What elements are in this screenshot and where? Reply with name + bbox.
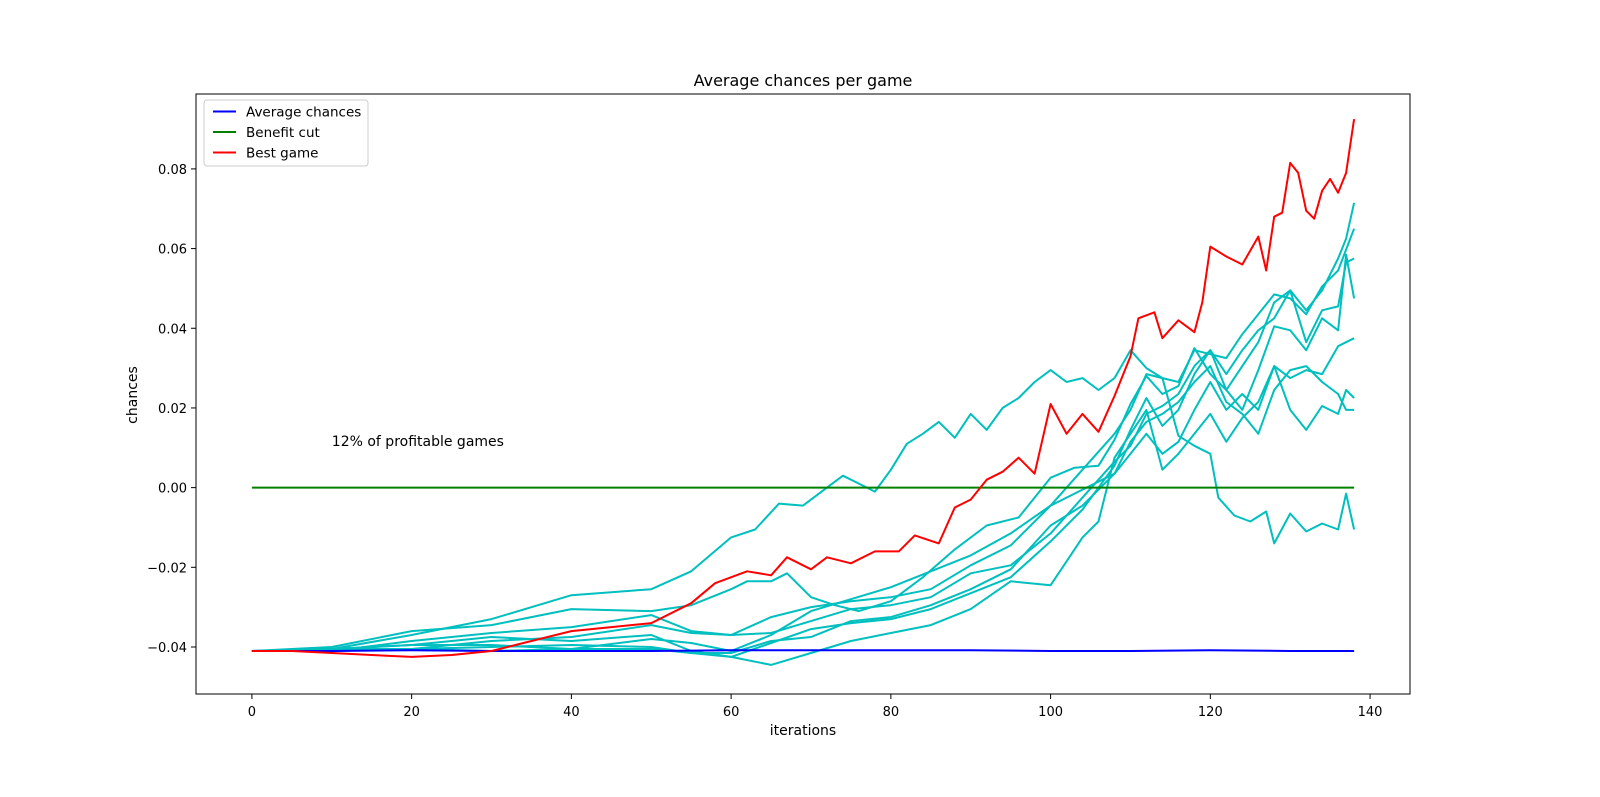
game-line-5 bbox=[251, 257, 1355, 652]
x-tick-label: 20 bbox=[403, 705, 420, 720]
chart-title: Average chances per game bbox=[694, 71, 913, 90]
y-axis: −0.04 −0.02 0.00 0.02 0.04 0.06 0.08 bbox=[147, 163, 196, 656]
y-tick-label: 0.04 bbox=[158, 322, 187, 337]
game-line-7 bbox=[251, 365, 1355, 666]
y-tick-label: 0.08 bbox=[158, 163, 187, 178]
y-axis-label: chances bbox=[125, 366, 141, 424]
average-chances-line bbox=[251, 649, 1355, 652]
legend: Average chances Benefit cut Best game bbox=[203, 99, 369, 167]
legend-item-best-game-label: Best game bbox=[246, 146, 318, 162]
y-tick-label: 0.06 bbox=[158, 243, 187, 258]
x-tick-label: 40 bbox=[563, 705, 580, 720]
game-line-8 bbox=[251, 365, 1355, 652]
game-line-1 bbox=[251, 349, 1356, 652]
y-tick-label: 0.02 bbox=[158, 402, 187, 417]
y-tick-label: −0.02 bbox=[147, 561, 187, 576]
plot-frame bbox=[195, 93, 1411, 695]
x-axis: 0 20 40 60 80 100 120 140 bbox=[248, 694, 1383, 720]
game-line-3 bbox=[251, 228, 1356, 652]
legend-item-benefit-cut-label: Benefit cut bbox=[246, 125, 320, 141]
y-tick-label: 0.00 bbox=[158, 482, 187, 497]
legend-box bbox=[203, 99, 369, 167]
plot-lines bbox=[251, 118, 1356, 666]
x-tick-label: 120 bbox=[1198, 705, 1223, 720]
x-tick-label: 80 bbox=[883, 705, 900, 720]
game-line-2 bbox=[251, 202, 1356, 652]
x-tick-label: 0 bbox=[248, 705, 256, 720]
legend-item-average-chances-label: Average chances bbox=[246, 105, 361, 121]
x-axis-label: iterations bbox=[770, 723, 836, 739]
y-tick-label: −0.04 bbox=[147, 641, 187, 656]
game-line-6 bbox=[251, 337, 1355, 654]
x-tick-label: 60 bbox=[723, 705, 740, 720]
x-tick-label: 140 bbox=[1358, 705, 1383, 720]
x-tick-label: 100 bbox=[1038, 705, 1063, 720]
best-game-line bbox=[251, 118, 1356, 658]
annotation-text: 12% of profitable games bbox=[332, 434, 504, 450]
